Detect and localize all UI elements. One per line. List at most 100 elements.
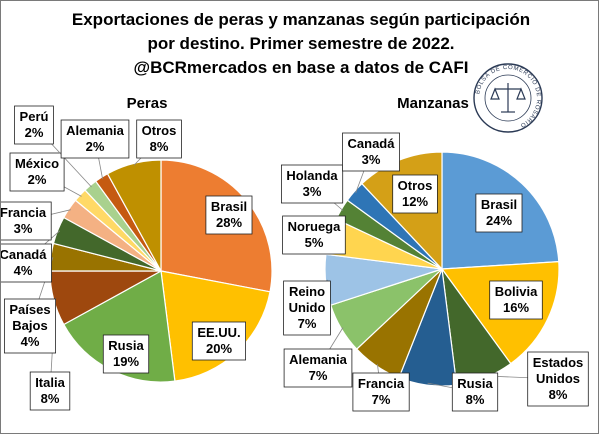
- label-name: Rusia: [108, 338, 144, 353]
- label-name: Francia: [1, 205, 47, 220]
- label-value: 28%: [216, 215, 242, 230]
- label-name: EE.UU.: [197, 325, 240, 340]
- label-name: Unidos: [536, 371, 580, 386]
- label-box: [205, 195, 253, 235]
- label-box: [1, 201, 52, 241]
- label-box: [29, 371, 71, 411]
- chart-title-line-3: @BCRmercados en base a datos de CAFI: [134, 58, 469, 77]
- label-name: Alemania: [66, 123, 125, 138]
- label-box: [342, 132, 400, 172]
- pie-title-peras: Peras: [127, 95, 168, 112]
- label-box: [136, 119, 182, 159]
- label-value: 4%: [14, 263, 33, 278]
- label-box: [283, 280, 331, 336]
- label-value: 3%: [362, 152, 381, 167]
- label-name: Unido: [289, 300, 326, 315]
- label-box: [489, 280, 543, 320]
- label-box: [102, 334, 150, 374]
- label-value: 8%: [150, 139, 169, 154]
- label-value: 2%: [86, 139, 105, 154]
- label-name: Brasil: [211, 199, 247, 214]
- scales-icon: [490, 83, 526, 113]
- label-name: Rusia: [457, 376, 493, 391]
- label-value: 20%: [206, 341, 232, 356]
- label-value: 5%: [305, 235, 324, 250]
- label-value: 3%: [303, 184, 322, 199]
- label-name: Canadá: [1, 247, 47, 262]
- label-box: [9, 152, 65, 192]
- slice-label-peras-ee-uu: EE.UU.20%: [191, 321, 247, 361]
- label-value: 4%: [21, 334, 40, 349]
- label-value: 19%: [113, 354, 139, 369]
- seal-inner-ring: [484, 74, 532, 122]
- label-value: 7%: [309, 368, 328, 383]
- label-name: Holanda: [286, 168, 338, 183]
- label-name: Reino: [289, 284, 325, 299]
- label-box: [282, 215, 346, 255]
- label-box: [191, 321, 247, 361]
- label-name: Otros: [142, 123, 177, 138]
- label-name: Perú: [20, 109, 49, 124]
- label-value: 16%: [503, 300, 529, 315]
- label-box: [352, 372, 410, 412]
- pie-slice-peras-otros: [106, 159, 162, 272]
- label-box: [392, 174, 438, 214]
- label-box: [527, 351, 589, 407]
- label-name: Italia: [35, 375, 65, 390]
- chart-title-line-1: Exportaciones de peras y manzanas según …: [72, 10, 530, 29]
- label-box: [1, 243, 52, 283]
- label-box: [14, 105, 54, 145]
- pie-chart-manzanas: [324, 151, 560, 387]
- label-name: Bajos: [12, 318, 47, 333]
- label-name: Francia: [358, 376, 405, 391]
- label-value: 2%: [25, 125, 44, 140]
- label-box: [451, 372, 499, 412]
- label-value: 12%: [402, 194, 428, 209]
- chart-title-line-2: por destino. Primer semestre de 2022.: [147, 34, 454, 53]
- label-name: Brasil: [481, 197, 517, 212]
- label-value: 2%: [28, 172, 47, 187]
- label-value: 7%: [372, 392, 391, 407]
- label-box: [475, 193, 523, 233]
- label-box: [283, 348, 353, 388]
- label-name: Países: [9, 302, 50, 317]
- label-value: 24%: [486, 213, 512, 228]
- label-name: Bolivia: [495, 284, 538, 299]
- label-value: 3%: [14, 221, 33, 236]
- label-box: [4, 298, 57, 354]
- label-value: 7%: [298, 316, 317, 331]
- label-value: 8%: [549, 387, 568, 402]
- bcr-seal-logo: BOLSA DE COMERCIO DE ROSARIO: [473, 63, 543, 133]
- label-name: Noruega: [288, 219, 342, 234]
- label-box: [280, 164, 344, 204]
- label-name: Canadá: [348, 136, 396, 151]
- label-value: 8%: [466, 392, 485, 407]
- label-value: 8%: [41, 391, 60, 406]
- pie-title-manzanas: Manzanas: [397, 95, 469, 112]
- slice-labels: Brasil28%EE.UU.20%Rusia19%Italia8%Países…: [1, 105, 589, 412]
- label-name: Otros: [398, 178, 433, 193]
- label-name: Estados: [533, 355, 584, 370]
- label-name: Alemania: [289, 352, 348, 367]
